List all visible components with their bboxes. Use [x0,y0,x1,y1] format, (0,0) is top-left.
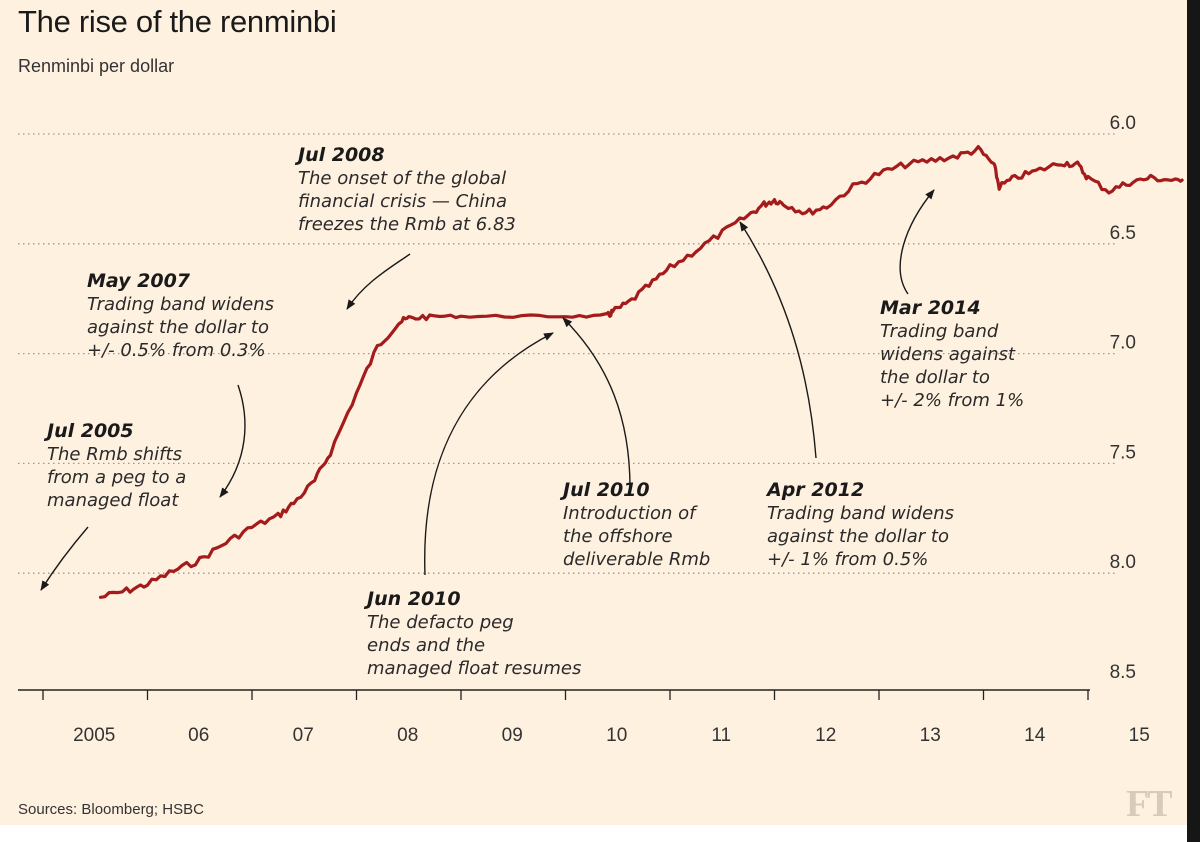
annotation-title: Mar 2014 [880,297,981,319]
chart-title: The rise of the renminbi [18,4,337,39]
annotation-text: The Rmb shifts [47,444,182,465]
x-tick-label: 08 [397,725,418,746]
annotation-text: Trading band widens [87,294,274,315]
x-tick-label: 14 [1024,725,1046,746]
y-tick-label: 7.5 [1110,442,1136,463]
footer-band [0,825,1187,842]
annotation-title: Jun 2010 [363,588,461,610]
right-edge-strip [1187,0,1200,842]
annotation-title: Jul 2010 [559,479,650,501]
annotation-title: Apr 2012 [765,479,864,501]
annotation-arrow [219,384,246,498]
annotation-text: deliverable Rmb [563,549,710,570]
annotation-text: the dollar to [880,367,990,388]
annotation-text: freezes the Rmb at 6.83 [298,214,516,235]
annotation-text: +/- 1% from 0.5% [767,549,928,570]
x-tick-label: 10 [606,725,627,746]
annotation-arrow [424,332,554,576]
x-tick-label: 09 [502,725,523,746]
annotation-text: widens against [880,344,1016,365]
x-tick-label: 15 [1129,725,1150,746]
annotation-text: against the dollar to [767,526,949,547]
annotation-title: Jul 2005 [43,420,134,442]
annotation-arrow [562,317,631,489]
annotation-text: ends and the [367,635,485,656]
annotation-arrow [346,253,411,310]
annotation-arrow [40,526,89,591]
annotation-text: +/- 0.5% from 0.3% [87,340,266,361]
x-tick-label: 07 [293,725,314,746]
annotation-arrow [899,189,935,295]
annotation-text: the offshore [563,526,673,547]
x-tick-label: 11 [711,725,731,746]
series-line [98,145,1184,599]
x-tick-label: 06 [188,725,209,746]
y-tick-label: 7.0 [1110,333,1136,354]
y-tick-label: 8.0 [1110,552,1136,573]
x-tick-label: 12 [815,725,836,746]
source-note: Sources: Bloomberg; HSBC [18,801,204,818]
annotation-text: financial crisis — China [298,191,507,212]
annotation-text: Introduction of [563,503,698,524]
x-tick-label: 13 [920,725,941,746]
annotation-title: May 2007 [87,270,191,292]
annotation-text: Trading band widens [767,503,954,524]
annotation-text: from a peg to a [47,467,186,488]
annotation-text: +/- 2% from 1% [880,390,1024,411]
annotation-text: The defacto peg [367,612,514,633]
annotation-text: against the dollar to [87,317,269,338]
y-tick-label: 6.0 [1110,113,1136,134]
annotation-text: managed float [47,490,179,511]
y-tick-label: 6.5 [1110,223,1136,244]
annotation-title: Jul 2008 [294,144,385,166]
chart-subtitle: Renminbi per dollar [18,56,175,76]
ft-logo: FT [1126,783,1173,825]
annotation-text: The onset of the global [298,168,506,189]
annotation-text: Trading band [880,321,999,342]
x-tick-label: 2005 [73,725,115,746]
annotation-text: managed float resumes [367,658,581,679]
annotation-arrow [739,221,817,459]
y-tick-label: 8.5 [1110,662,1136,683]
